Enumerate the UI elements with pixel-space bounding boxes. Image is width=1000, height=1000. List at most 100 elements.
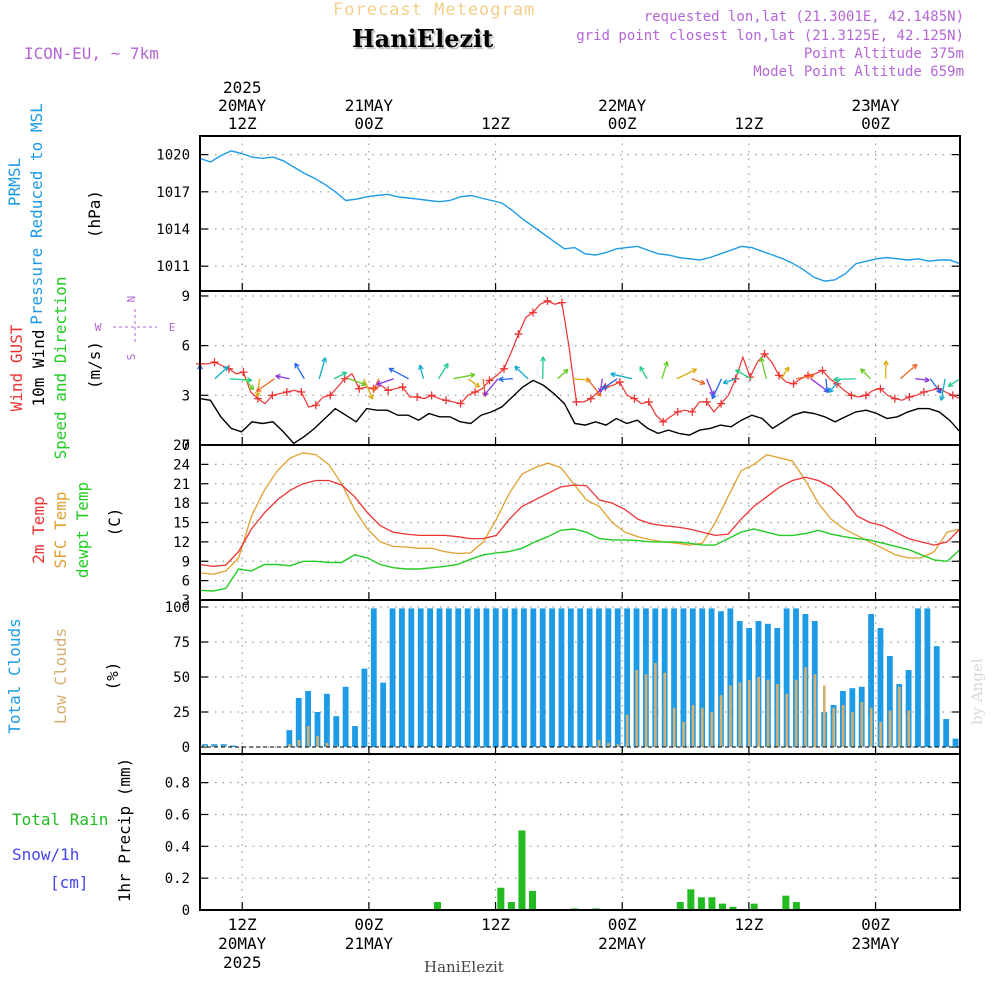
- total-cloud-bar: [511, 608, 518, 747]
- gust-marker: [572, 397, 581, 406]
- sfc-temp-line: [199, 452, 961, 575]
- rain-bar: [518, 830, 526, 910]
- temp-2m-title: 2m Temp: [29, 496, 48, 563]
- wind-arrow-shaft: [706, 378, 715, 396]
- wind-arrow-shaft: [884, 360, 887, 379]
- wind-arrow-shaft: [333, 371, 347, 380]
- compass-e: E: [169, 321, 176, 334]
- wind-arrow-shaft: [483, 378, 499, 397]
- low-cloud-bar: [710, 712, 714, 747]
- wind-arrow-head: [639, 366, 645, 372]
- low-cloud-bar: [888, 710, 892, 747]
- wind-arrow: [372, 378, 380, 393]
- gust-marker: [644, 397, 653, 406]
- low-cloud-bar: [804, 667, 807, 747]
- total-cloud-bar: [877, 628, 884, 747]
- dewpt-line: [199, 528, 961, 592]
- wind-arrow: [244, 378, 255, 391]
- total-cloud-bar: [943, 719, 950, 747]
- total-cloud-bar: [689, 608, 696, 747]
- low-cloud-bar: [832, 707, 836, 747]
- low-cloud-bar: [325, 742, 329, 747]
- wind-arrow-head: [469, 372, 476, 379]
- grid-point-coords: grid point closest lon,lat (21.3125E, 42…: [576, 28, 964, 44]
- wind-arrow: [597, 378, 604, 393]
- total-cloud-bar: [915, 608, 921, 747]
- wind-arrow-head: [563, 368, 569, 375]
- wind-arrow-shaft: [833, 378, 856, 381]
- rain-bar: [529, 890, 536, 910]
- total-cloud-bar: [314, 712, 321, 747]
- gust-marker: [948, 391, 957, 400]
- gust-marker: [398, 383, 407, 392]
- total-cloud-bar: [924, 608, 931, 747]
- wind-arrow: [229, 377, 253, 383]
- low-cloud-bar: [738, 682, 742, 747]
- low-cloud-bar: [757, 677, 760, 747]
- wind-arrow-shaft: [599, 378, 603, 393]
- compass-n: N: [125, 296, 138, 303]
- rain-bar: [719, 903, 726, 910]
- wind-gust-title: Wind GUST: [7, 324, 26, 411]
- panel-border-1: [199, 290, 961, 446]
- total-cloud-bar: [389, 608, 396, 747]
- y-tick-label: 3: [182, 593, 190, 609]
- wind-arrow-shaft: [363, 378, 374, 400]
- wind-arrow-head: [388, 367, 395, 373]
- rain-bar: [792, 902, 800, 910]
- wind-arrow: [254, 378, 261, 397]
- gust-marker: [340, 374, 349, 383]
- credit-watermark: by Angel: [968, 658, 986, 725]
- gust-marker: [311, 401, 320, 410]
- gust-marker: [456, 399, 465, 408]
- total-cloud-bar: [521, 608, 527, 747]
- y-tick-label: 0: [182, 903, 190, 919]
- low-cloud-bar: [691, 705, 695, 747]
- time-label-bottom: 2025: [223, 953, 262, 972]
- gust-marker: [673, 407, 682, 416]
- wind-arrow: [711, 378, 723, 400]
- compass-w: W: [95, 321, 102, 334]
- panel-border-0: [199, 135, 961, 292]
- wind-arrow-head: [368, 393, 374, 400]
- super-title: Forecast Meteogram: [333, 0, 536, 20]
- wind-arrow: [691, 378, 706, 385]
- rain-bar: [729, 906, 737, 910]
- total-cloud-bar: [718, 611, 724, 747]
- low-cloud-bar: [654, 663, 657, 747]
- wind-arrow-head: [254, 391, 261, 397]
- gust-marker: [326, 391, 335, 400]
- low-cloud-bar: [222, 745, 226, 747]
- y-tick-label: 75: [173, 635, 190, 651]
- wind-arrow-head: [759, 356, 765, 363]
- wind-arrow: [498, 376, 513, 383]
- panel-border-4: [199, 753, 961, 911]
- wind-arrow-head: [828, 387, 834, 393]
- total-cloud-bar: [464, 608, 471, 747]
- low-cloud-bar: [316, 735, 319, 747]
- rain-bar: [687, 889, 695, 910]
- low-cloud-bar: [288, 744, 291, 747]
- wind-arrow-head: [418, 364, 424, 371]
- wind-arrow-head: [341, 371, 348, 377]
- wind-arrow-head: [372, 386, 378, 393]
- wind-arrow-head: [255, 386, 262, 393]
- wind-arrow: [275, 373, 290, 380]
- wind-arrow: [899, 363, 918, 380]
- wind-arrow-shaft: [691, 378, 706, 385]
- gust-marker: [818, 366, 827, 375]
- gust-marker: [615, 378, 624, 387]
- model-point-altitude: Model Point Altitude 659m: [753, 64, 964, 80]
- temp-2m-line: [199, 476, 961, 568]
- rain-bar: [507, 902, 515, 910]
- wind-arrow-shaft: [915, 378, 930, 381]
- y-tick-label: 3: [182, 388, 190, 404]
- total-cloud-bar: [549, 608, 555, 747]
- wind-arrow-head: [699, 379, 706, 385]
- total-cloud-bar: [614, 608, 621, 747]
- panel-4: 0 0.2 0.4 0.6 0.8: [165, 754, 960, 919]
- low-cloud-bar: [841, 705, 845, 747]
- low-cloud-bar: [851, 712, 854, 747]
- total-cloud-bar: [295, 698, 302, 747]
- panel-0: 1011 1014 1017 1020: [156, 136, 961, 291]
